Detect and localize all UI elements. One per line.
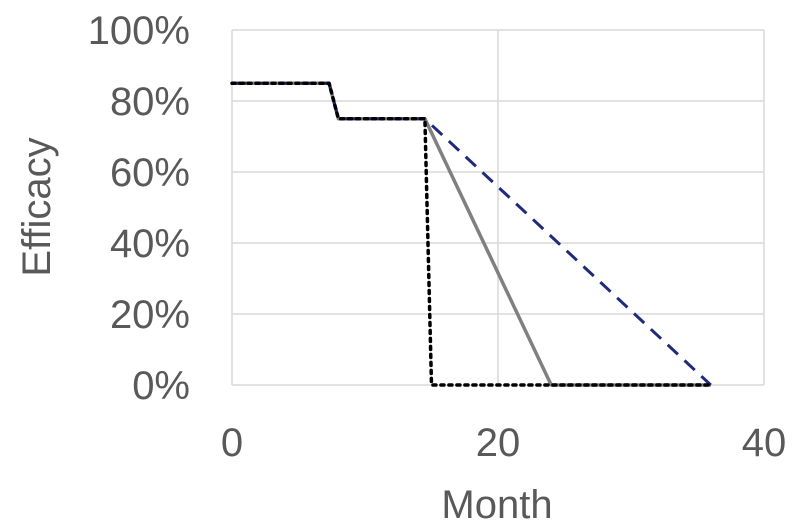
- y-tick-label: 60%: [110, 151, 190, 195]
- series-line-solid: [232, 81, 711, 387]
- series-line-dashed: [232, 81, 712, 387]
- y-tick-label: 80%: [110, 80, 190, 124]
- y-tick-label: 20%: [110, 293, 190, 337]
- x-tick-label: 40: [742, 421, 787, 465]
- y-tick-label: 40%: [110, 222, 190, 266]
- series-line-dotted: [230, 81, 713, 387]
- series-layer: [230, 81, 713, 387]
- y-tick-label: 100%: [88, 9, 190, 53]
- x-axis-title: Month: [441, 483, 552, 524]
- grid-layer: [231, 29, 765, 386]
- y-tick-label: 0%: [132, 364, 190, 408]
- x-tick-label: 20: [476, 421, 521, 465]
- x-tick-label: 0: [221, 421, 243, 465]
- tick-layer: 0% 20% 40% 60% 80% 100% 0 20 40: [88, 9, 787, 465]
- y-axis-title: Efficacy: [15, 137, 59, 276]
